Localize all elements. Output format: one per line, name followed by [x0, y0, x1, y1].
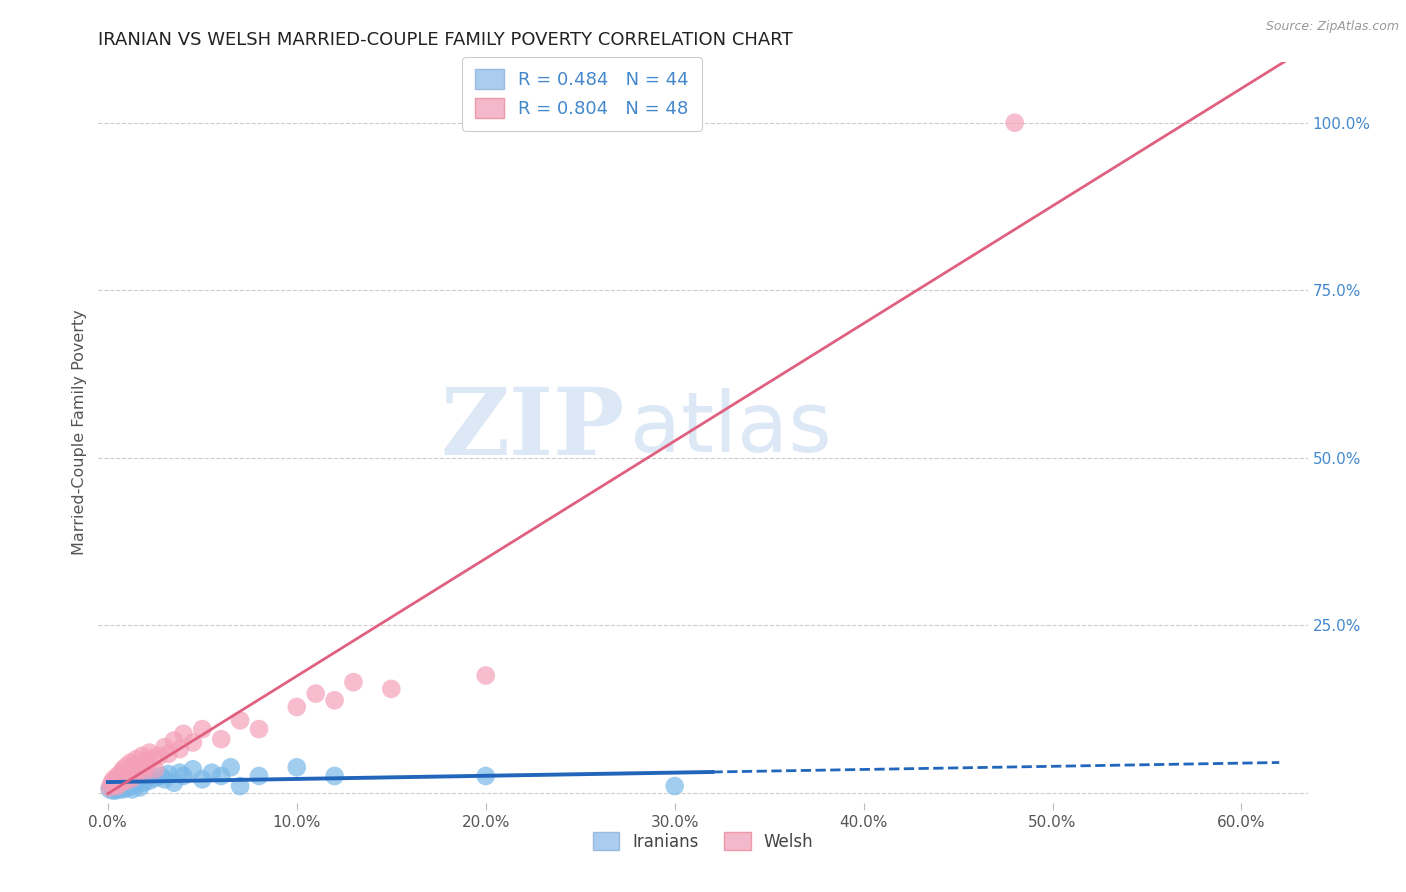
Point	[148, 748, 170, 763]
Point	[143, 762, 166, 776]
Point	[129, 780, 152, 795]
Point	[110, 780, 132, 795]
Point	[124, 760, 146, 774]
Point	[138, 773, 160, 788]
Text: Source: ZipAtlas.com: Source: ZipAtlas.com	[1265, 20, 1399, 33]
Point	[474, 668, 496, 682]
Point	[121, 771, 143, 785]
Point	[229, 714, 252, 728]
Point	[131, 772, 153, 787]
Point	[380, 681, 402, 696]
Legend: Iranians, Welsh: Iranians, Welsh	[586, 825, 820, 857]
Point	[132, 775, 155, 789]
Point	[129, 762, 152, 776]
Point	[181, 735, 204, 749]
Point	[172, 769, 194, 783]
Point	[172, 727, 194, 741]
Point	[114, 769, 136, 783]
Point	[115, 780, 138, 795]
Point	[157, 767, 180, 781]
Point	[285, 700, 308, 714]
Point	[104, 773, 127, 788]
Point	[105, 775, 128, 789]
Point	[103, 772, 125, 787]
Point	[111, 778, 134, 792]
Point	[157, 747, 180, 761]
Point	[104, 781, 127, 796]
Point	[108, 771, 131, 785]
Point	[100, 775, 122, 789]
Point	[125, 752, 148, 766]
Point	[169, 742, 191, 756]
Point	[127, 757, 149, 772]
Point	[132, 765, 155, 780]
Point	[305, 687, 328, 701]
Point	[135, 754, 157, 768]
Point	[342, 675, 364, 690]
Point	[153, 772, 176, 787]
Point	[285, 760, 308, 774]
Point	[169, 765, 191, 780]
Point	[110, 773, 132, 788]
Point	[181, 762, 204, 776]
Point	[201, 765, 224, 780]
Point	[664, 779, 686, 793]
Point	[105, 769, 128, 783]
Point	[118, 779, 141, 793]
Y-axis label: Married-Couple Family Poverty: Married-Couple Family Poverty	[72, 310, 87, 556]
Point	[1004, 116, 1026, 130]
Point	[209, 769, 232, 783]
Point	[115, 775, 138, 789]
Point	[191, 722, 214, 736]
Point	[229, 779, 252, 793]
Point	[135, 765, 157, 780]
Point	[124, 773, 146, 788]
Point	[98, 782, 121, 797]
Point	[323, 769, 346, 783]
Point	[153, 740, 176, 755]
Point	[105, 779, 128, 793]
Point	[163, 775, 186, 789]
Point	[127, 769, 149, 783]
Point	[474, 769, 496, 783]
Text: IRANIAN VS WELSH MARRIED-COUPLE FAMILY POVERTY CORRELATION CHART: IRANIAN VS WELSH MARRIED-COUPLE FAMILY P…	[98, 31, 793, 49]
Point	[110, 775, 132, 789]
Point	[114, 772, 136, 787]
Point	[125, 767, 148, 781]
Point	[105, 783, 128, 797]
Point	[115, 759, 138, 773]
Point	[118, 764, 141, 779]
Point	[111, 782, 134, 797]
Point	[247, 722, 270, 736]
Point	[121, 782, 143, 797]
Point	[209, 732, 232, 747]
Point	[125, 778, 148, 792]
Point	[142, 751, 165, 765]
Point	[98, 780, 121, 795]
Point	[103, 783, 125, 797]
Text: ZIP: ZIP	[440, 384, 624, 474]
Point	[110, 765, 132, 780]
Point	[111, 762, 134, 776]
Point	[323, 693, 346, 707]
Point	[131, 748, 153, 763]
Point	[191, 772, 214, 787]
Point	[100, 780, 122, 795]
Point	[149, 769, 172, 783]
Point	[111, 767, 134, 781]
Point	[120, 771, 142, 785]
Point	[115, 773, 138, 788]
Point	[163, 733, 186, 747]
Point	[138, 746, 160, 760]
Point	[103, 778, 125, 792]
Point	[103, 778, 125, 792]
Point	[219, 760, 242, 774]
Text: atlas: atlas	[630, 388, 832, 469]
Point	[120, 756, 142, 770]
Point	[108, 779, 131, 793]
Point	[143, 771, 166, 785]
Point	[136, 759, 159, 773]
Point	[247, 769, 270, 783]
